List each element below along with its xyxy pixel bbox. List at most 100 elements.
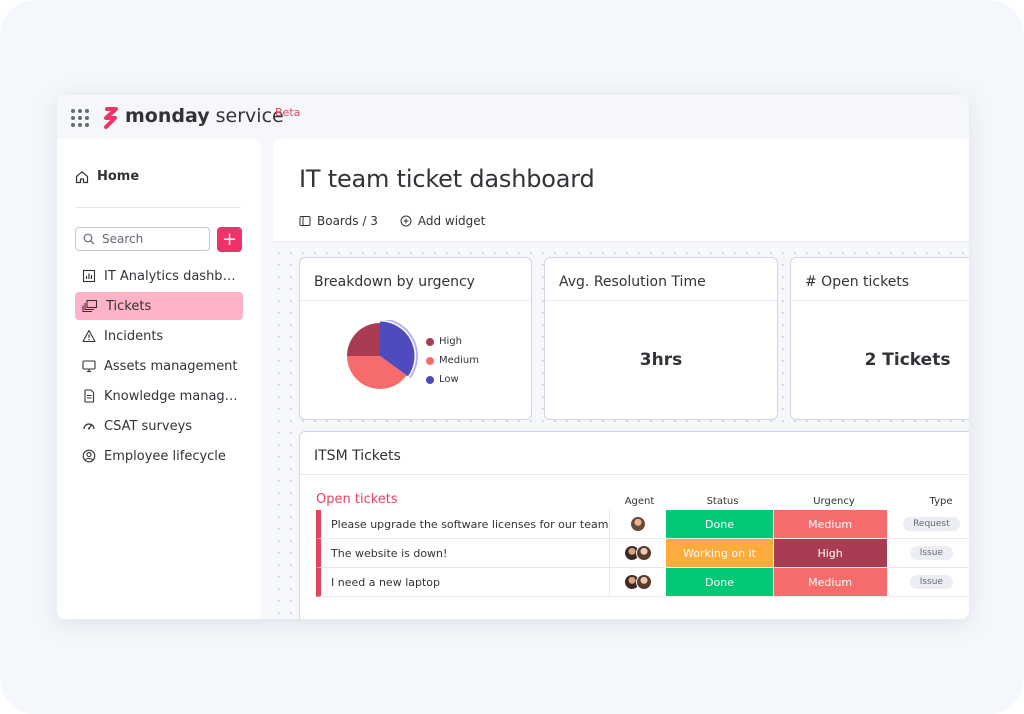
type-cell[interactable]: Issue	[887, 546, 969, 560]
sidebar-item-assets[interactable]: Assets management	[75, 352, 243, 380]
search-box[interactable]	[75, 227, 210, 251]
add-widget-button[interactable]: Add widget	[400, 214, 486, 228]
app-window: monday service Beta Home +	[57, 95, 969, 619]
type-pill: Issue	[909, 546, 953, 560]
widget-title: # Open tickets	[805, 274, 910, 290]
gauge-icon	[83, 423, 95, 430]
top-bar: monday service Beta	[57, 95, 969, 139]
avatar	[635, 574, 652, 590]
ticket-rows: Please upgrade the software licenses for…	[316, 509, 969, 597]
main-content: IT team ticket dashboard Boards / 3 A	[273, 139, 969, 619]
sidebar-item-label: Knowledge manag…	[104, 388, 238, 404]
add-widget-label: Add widget	[417, 214, 486, 228]
column-header-status[interactable]: Status	[706, 496, 739, 507]
beta-badge: Beta	[275, 106, 301, 119]
document-icon	[84, 389, 95, 403]
avatar	[635, 545, 652, 561]
legend-dot	[426, 337, 434, 346]
avatar	[629, 516, 646, 532]
plus-circle-icon	[400, 215, 412, 227]
itsm-tickets-widget: ITSM Tickets Open tickets Agent Status U…	[299, 431, 969, 619]
home-label: Home	[97, 169, 140, 184]
sidebar-item-label: IT Analytics dashboard	[104, 268, 243, 284]
pie-slice-high[interactable]	[347, 323, 380, 356]
status-badge[interactable]: Done	[666, 568, 773, 596]
brand-light: service	[215, 105, 284, 127]
add-button[interactable]: +	[217, 227, 242, 252]
resolution-widget: Avg. Resolution Time 3hrs	[544, 257, 778, 420]
legend-label: Medium	[439, 355, 479, 366]
search-input[interactable]	[102, 232, 202, 246]
page-title: IT team ticket dashboard	[299, 165, 595, 193]
dashboard-header: IT team ticket dashboard Boards / 3 A	[273, 139, 969, 242]
pie-slice-medium[interactable]	[347, 356, 407, 390]
group-title[interactable]: Open tickets	[316, 492, 398, 507]
tickets-icon	[82, 299, 98, 313]
urgency-badge[interactable]: Medium	[773, 510, 887, 538]
sidebar-item-tickets[interactable]: Tickets	[75, 292, 243, 320]
column-header-type[interactable]: Type	[929, 496, 953, 507]
boards-button[interactable]: Boards / 3	[299, 214, 378, 228]
apps-grid-icon[interactable]	[71, 109, 89, 127]
urgency-badge[interactable]: Medium	[773, 568, 887, 596]
widget-title: Breakdown by urgency	[314, 274, 475, 290]
sidebar-item-employee-lifecycle[interactable]: Employee lifecycle	[75, 442, 243, 470]
legend-item-high: High	[426, 332, 479, 351]
urgency-widget: Breakdown by urgency High Medium Low	[299, 257, 532, 420]
pie-legend: High Medium Low	[426, 332, 479, 389]
sidebar: Home + IT Analytics dashboard	[57, 139, 261, 619]
sidebar-divider	[75, 207, 241, 208]
column-header-urgency[interactable]: Urgency	[813, 496, 855, 507]
agent-cell[interactable]	[608, 509, 666, 539]
warning-icon	[82, 329, 96, 343]
open-tickets-widget: # Open tickets 2 Tickets	[790, 257, 969, 420]
legend-label: High	[439, 336, 462, 347]
sidebar-nav: IT Analytics dashboard Tickets Incidents	[75, 262, 243, 472]
sidebar-item-knowledge[interactable]: Knowledge manag…	[75, 382, 243, 410]
type-cell[interactable]: Request	[887, 517, 969, 531]
ticket-name[interactable]: The website is down!	[331, 546, 448, 560]
brand-name: monday service	[125, 105, 284, 127]
ticket-name[interactable]: I need a new laptop	[331, 575, 441, 589]
monitor-icon	[82, 360, 96, 373]
sidebar-item-label: Assets management	[104, 358, 238, 374]
home-icon	[75, 170, 89, 183]
sidebar-item-label: CSAT surveys	[104, 418, 193, 434]
type-pill: Request	[903, 517, 960, 531]
type-cell[interactable]: Issue	[887, 575, 969, 589]
sidebar-item-it-analytics[interactable]: IT Analytics dashboard	[75, 262, 243, 290]
status-badge[interactable]: Working on it	[666, 539, 773, 567]
table-row[interactable]: I need a new laptop Done Medium Issue	[316, 567, 969, 597]
widget-divider	[791, 300, 969, 301]
table-row[interactable]: The website is down! Working on it High …	[316, 538, 969, 568]
brand-bold: monday	[125, 105, 210, 127]
pie-slice-highlight	[379, 320, 418, 379]
sidebar-item-csat[interactable]: CSAT surveys	[75, 412, 243, 440]
type-pill: Issue	[909, 575, 953, 589]
ticket-name[interactable]: Please upgrade the software licenses for…	[331, 517, 609, 531]
sidebar-item-label: Tickets	[106, 298, 152, 314]
widget-divider	[300, 300, 531, 301]
board-icon	[299, 216, 311, 226]
monday-logo-icon	[104, 107, 118, 129]
legend-item-low: Low	[426, 370, 479, 389]
sidebar-item-label: Incidents	[104, 328, 164, 344]
search-icon	[83, 233, 95, 245]
widget-title: ITSM Tickets	[314, 448, 401, 464]
pie-slice-low[interactable]	[380, 321, 415, 377]
status-badge[interactable]: Done	[666, 510, 773, 538]
column-header-agent[interactable]: Agent	[624, 496, 655, 507]
agent-cell[interactable]	[608, 567, 666, 597]
table-row[interactable]: Please upgrade the software licenses for…	[316, 509, 969, 539]
sidebar-item-label: Employee lifecycle	[104, 448, 226, 464]
legend-label: Low	[439, 374, 459, 385]
sidebar-home[interactable]: Home	[75, 169, 139, 184]
sidebar-item-incidents[interactable]: Incidents	[75, 322, 243, 350]
widget-divider	[300, 474, 969, 475]
legend-dot	[426, 356, 434, 365]
urgency-badge[interactable]: High	[773, 539, 887, 567]
widget-title: Avg. Resolution Time	[559, 274, 706, 290]
user-circle-icon	[82, 449, 96, 463]
agent-cell[interactable]	[608, 538, 666, 568]
open-tickets-value: 2 Tickets	[864, 350, 951, 370]
